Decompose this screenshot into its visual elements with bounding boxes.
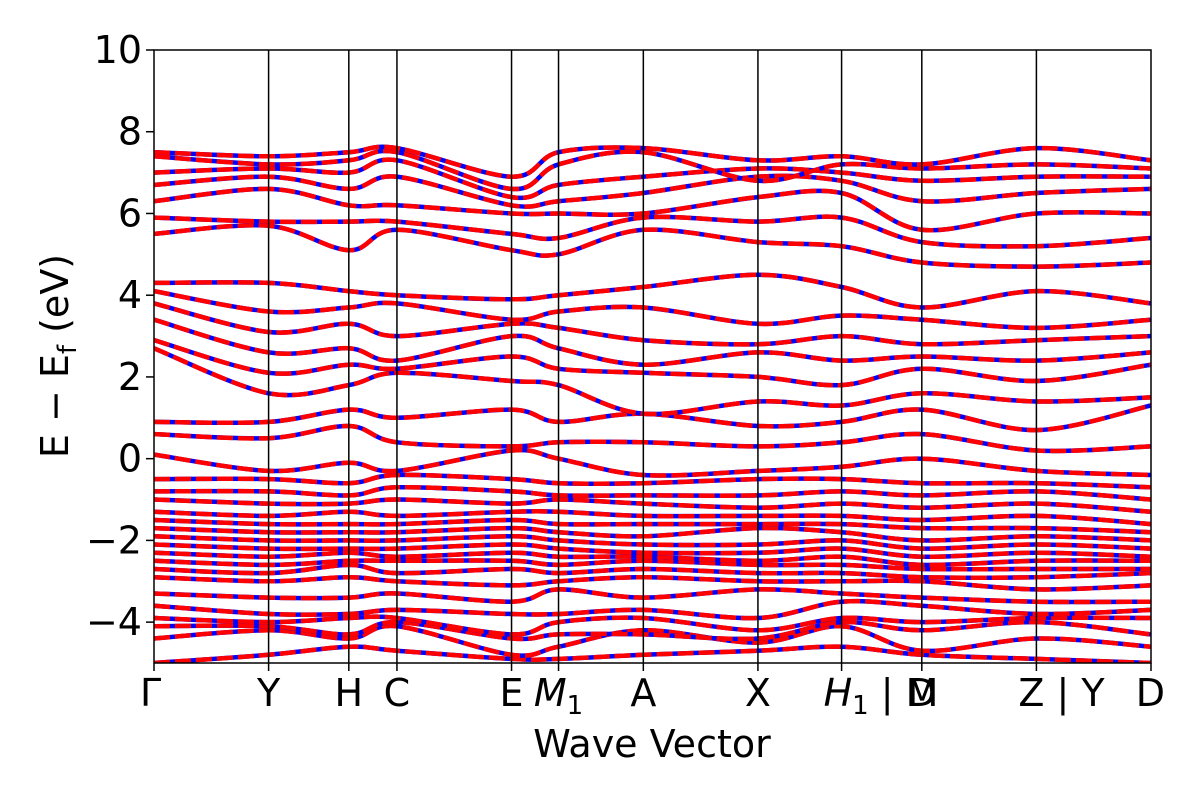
x-tick-label-4: E	[500, 671, 524, 715]
band-line-20	[154, 403, 1151, 433]
x-tick-label-11: D	[1136, 671, 1165, 715]
band-line-5	[154, 587, 1151, 605]
x-tick-label-5: M1	[534, 671, 583, 721]
x-tick-label-9: D	[907, 671, 936, 715]
band-line-13	[154, 517, 1151, 535]
band-line-3	[154, 614, 1151, 637]
y-axis-label-subscript: f	[53, 344, 83, 354]
band-line-32	[154, 148, 1151, 192]
band-line-23	[154, 317, 1151, 367]
band-line-7	[154, 562, 1151, 580]
band-line-17	[154, 472, 1151, 490]
band-line-14	[154, 509, 1151, 527]
band-line-29	[154, 186, 1151, 233]
band-line-27	[154, 223, 1151, 269]
y-tick-label-5: 0	[118, 437, 142, 481]
x-tick-label-0: Γ	[140, 671, 161, 715]
band-line-26	[154, 272, 1151, 310]
x-tick-label-10: Z | Y	[1018, 671, 1105, 716]
y-tick-label-2: 6	[118, 191, 142, 235]
y-tick-label-3: 4	[118, 273, 142, 317]
band-line-6	[154, 574, 1151, 592]
y-axis-label: E − Ef (eV)	[33, 254, 83, 458]
band-line-reference-26	[154, 272, 1151, 310]
band-line-24	[154, 301, 1151, 347]
x-tick-label-7: X	[745, 671, 771, 715]
band-line-21	[154, 346, 1151, 417]
band-line-reference-18	[154, 447, 1151, 478]
band-line-19	[154, 423, 1151, 454]
band-line-22	[154, 338, 1151, 388]
band-line-15	[154, 497, 1151, 515]
band-line-2	[154, 619, 1151, 642]
y-tick-label-4: 2	[118, 355, 142, 399]
bands-layer	[154, 144, 1151, 663]
x-tick-label-1: Y	[256, 671, 281, 715]
y-axis-label-unit: (eV)	[33, 254, 77, 345]
x-tick-label-3: C	[384, 671, 411, 715]
high-symmetry-lines	[267, 50, 1038, 663]
y-tick-label-1: 8	[118, 110, 142, 154]
y-axis-ticks: 10 8 6 4 2 0 −2 −4	[86, 28, 154, 644]
band-line-33	[154, 144, 1151, 179]
y-tick-label-6: −2	[86, 518, 142, 562]
band-line-28	[154, 214, 1151, 249]
x-tick-label-8: H1 | M	[824, 671, 939, 721]
band-line-25	[154, 288, 1151, 331]
x-axis-label: Wave Vector	[533, 722, 771, 766]
y-tick-label-7: −4	[86, 600, 142, 644]
band-line-12	[154, 525, 1151, 543]
y-tick-label-0: 10	[94, 28, 142, 72]
band-line-16	[154, 484, 1151, 502]
band-line-10	[154, 542, 1151, 560]
band-line-31	[154, 157, 1151, 201]
band-line-9	[154, 550, 1151, 568]
plot-frame	[153, 49, 1152, 664]
band-line-4	[154, 598, 1151, 621]
x-tick-label-6: A	[630, 671, 656, 715]
band-line-0	[154, 644, 1151, 663]
band-line-30	[154, 173, 1151, 209]
band-line-18	[154, 447, 1151, 478]
band-line-11	[154, 534, 1151, 551]
x-tick-label-2: H	[335, 671, 364, 715]
band-line-8	[154, 558, 1151, 572]
